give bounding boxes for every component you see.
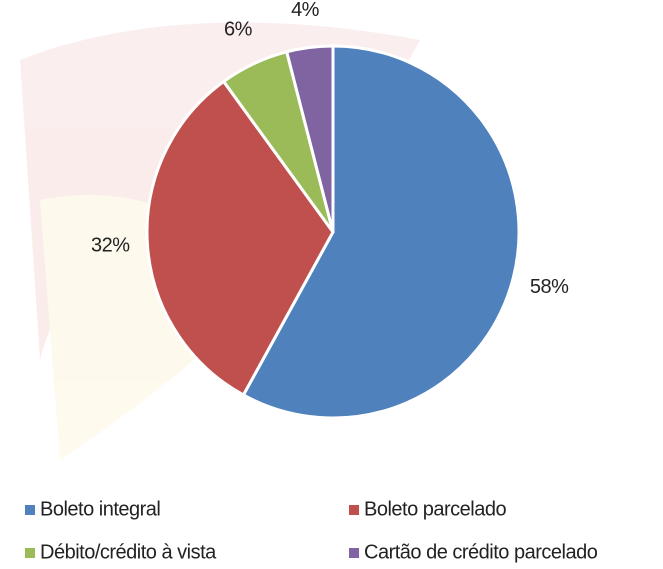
legend: Boleto integral Boleto parcelado Débito/cr… — [25, 498, 598, 563]
data-label: 58% — [530, 276, 569, 298]
legend-marker — [349, 548, 359, 558]
legend-marker — [25, 505, 35, 515]
legend-marker — [25, 548, 35, 558]
legend-label: Cartão de crédito parcelado — [364, 541, 598, 563]
pie-slice — [284, 44, 335, 233]
legend-label: Débito/crédito à vista — [40, 541, 217, 563]
data-label: 4% — [291, 0, 320, 21]
pie-slice — [145, 79, 335, 398]
legend-label: Boleto integral — [40, 498, 160, 520]
data-label: 32% — [91, 234, 130, 256]
plot-area: 58% 32% 6% 4% — [91, 0, 570, 420]
data-label: 6% — [224, 18, 253, 40]
legend-label: Boleto parcelado — [364, 498, 506, 520]
legend-marker — [349, 505, 359, 515]
pie-slice — [241, 44, 521, 420]
